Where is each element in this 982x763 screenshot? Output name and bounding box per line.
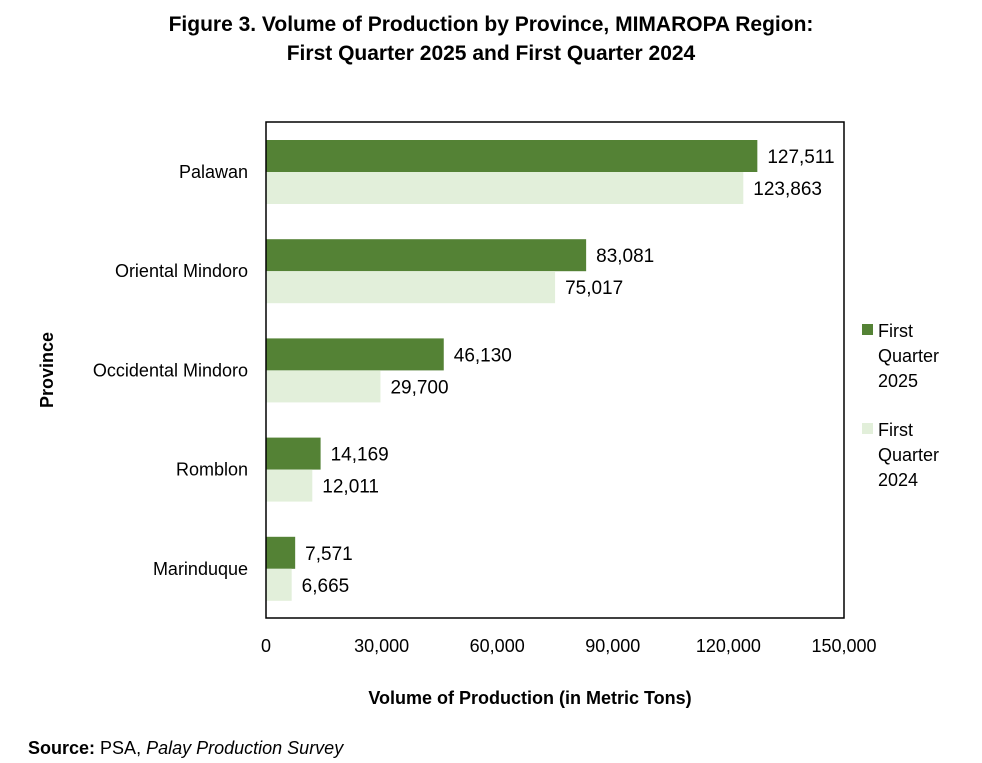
legend-swatch-series-1: [862, 324, 873, 335]
x-tick-labels-group: 0 30,000 60,000 90,000 120,000 150,000: [261, 636, 877, 656]
bars-group: [266, 140, 758, 601]
x-tick-label-3: 90,000: [585, 636, 640, 656]
legend: First Quarter 2025 First Quarter 2024: [862, 321, 939, 490]
data-label-romblon-series-2: 12,011: [322, 477, 379, 498]
data-label-oriental-mindoro-series-2: 75,017: [565, 278, 623, 299]
legend-label-series-1-line-2: Quarter: [878, 346, 939, 366]
data-label-oriental-mindoro-series-1: 83,081: [596, 246, 654, 267]
bar-romblon-series-1: [266, 437, 321, 470]
source-survey: Palay Production Survey: [146, 738, 344, 758]
x-tick-label-4: 120,000: [696, 636, 761, 656]
bar-marinduque-series-2: [266, 568, 292, 601]
category-label-romblon: Romblon: [176, 460, 248, 480]
bar-occidental-mindoro-series-1: [266, 338, 444, 371]
legend-label-series-2-line-3: 2024: [878, 470, 918, 490]
bar-oriental-mindoro-series-1: [266, 239, 587, 272]
bar-palawan-series-1: [266, 140, 758, 172]
category-label-oriental-mindoro: Oriental Mindoro: [115, 261, 248, 281]
category-labels-group: Palawan Oriental Mindoro Occidental Mindor…: [93, 162, 248, 579]
source-org: PSA,: [100, 738, 142, 758]
chart-title-line-2: First Quarter 2025 and First Quarter 202…: [286, 42, 696, 65]
category-label-occidental-mindoro: Occidental Mindoro: [93, 360, 248, 380]
x-tick-label-2: 60,000: [470, 636, 525, 656]
legend-swatch-series-2: [862, 423, 873, 434]
bar-marinduque-series-1: [266, 536, 296, 569]
data-label-palawan-series-1: 127,511: [767, 147, 834, 168]
value-labels-group: 127,511 123,863 83,081 75,017 46,130 29,700 14…: [302, 147, 835, 597]
data-label-occidental-mindoro-series-2: 29,700: [390, 377, 448, 398]
legend-label-series-1-line-3: 2025: [878, 371, 918, 391]
legend-label-series-1-line-1: First: [878, 321, 913, 341]
plot-area-frame: [265, 121, 845, 619]
x-tick-label-0: 0: [261, 636, 271, 656]
x-tick-label-1: 30,000: [354, 636, 409, 656]
bar-occidental-mindoro-series-2: [266, 370, 381, 403]
category-label-palawan: Palawan: [179, 162, 248, 182]
data-label-palawan-series-2: 123,863: [753, 179, 822, 200]
bar-romblon-series-2: [266, 469, 313, 502]
data-label-romblon-series-1: 14,169: [331, 445, 389, 466]
x-tick-label-5: 150,000: [811, 636, 876, 656]
y-axis-label: Province: [37, 332, 57, 408]
bar-palawan-series-2: [266, 172, 744, 204]
data-label-occidental-mindoro-series-1: 46,130: [454, 345, 512, 366]
data-label-marinduque-series-1: 7,571: [305, 544, 353, 565]
chart-title-line-1: Figure 3. Volume of Production by Provin…: [168, 13, 814, 36]
x-axis-label: Volume of Production (in Metric Tons): [368, 688, 691, 708]
source-label: Source:: [28, 738, 96, 758]
legend-label-series-2-line-1: First: [878, 420, 913, 440]
category-label-marinduque: Marinduque: [153, 559, 248, 579]
legend-label-series-2-line-2: Quarter: [878, 445, 939, 465]
source-note: Source: PSA, Palay Production Survey: [28, 738, 343, 759]
bar-oriental-mindoro-series-2: [266, 271, 556, 304]
data-label-marinduque-series-2: 6,665: [302, 576, 350, 597]
chart-title: Figure 3. Volume of Production by Provin…: [0, 10, 982, 68]
